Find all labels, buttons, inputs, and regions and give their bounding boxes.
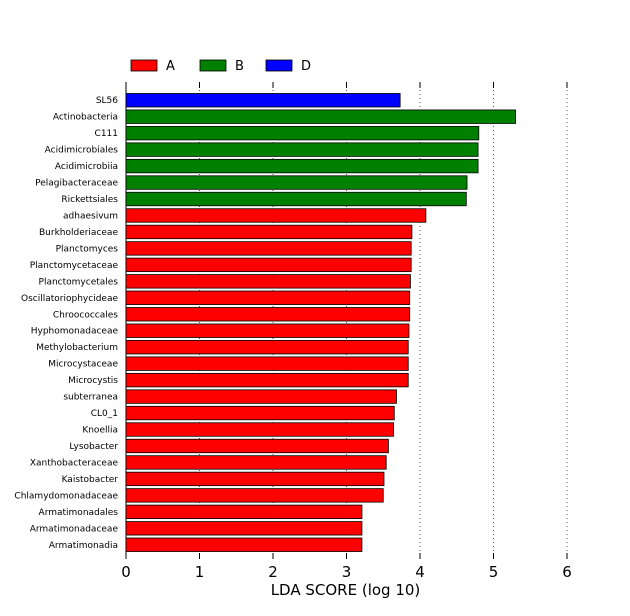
- bar-Chroococcales: [125, 307, 411, 322]
- category-label: Chroococcales: [53, 310, 118, 320]
- bar-Planctomyces: [125, 241, 412, 256]
- category-label: Oscillatoriophycideae: [21, 294, 118, 304]
- category-label: adhaesivum: [63, 211, 118, 221]
- bar-Oscillatoriophycideae: [125, 290, 411, 305]
- category-label: Armatimonadaceae: [30, 524, 119, 534]
- category-label: Knoellia: [82, 426, 118, 436]
- category-label: Microcystaceae: [48, 360, 118, 370]
- x-tick-label: 2: [268, 563, 278, 581]
- category-label: Planctomycetales: [39, 277, 119, 287]
- bar-CL0_1: [125, 405, 395, 421]
- bar-Planctomycetales: [125, 274, 411, 289]
- bar-Methylobacterium: [125, 340, 409, 355]
- category-label: Acidimicrobiia: [55, 162, 118, 172]
- category-label: Kaistobacter: [62, 475, 119, 485]
- category-label: Xanthobacteraceae: [30, 458, 119, 468]
- category-label: Burkholderiaceae: [39, 228, 118, 238]
- bar-Planctomycetaceae: [125, 257, 412, 273]
- bar-Armatimonadales: [125, 504, 363, 519]
- bar-Armatimonadaceae: [125, 521, 363, 536]
- legend-swatch-D: [265, 59, 293, 72]
- category-label: Planctomyces: [56, 244, 119, 254]
- legend-swatch-A: [130, 59, 158, 72]
- legend-label-B: B: [235, 59, 244, 74]
- bar-SL56: [125, 93, 401, 108]
- x-axis-title: LDA SCORE (log 10): [271, 581, 421, 599]
- bar-Acidimicrobiales: [125, 142, 479, 157]
- x-tick-label: 3: [342, 563, 352, 581]
- x-tick-label: 5: [489, 563, 499, 581]
- bar-Actinobacteria: [125, 109, 516, 124]
- legend-label-A: A: [166, 59, 175, 74]
- x-tick-label: 1: [195, 563, 205, 581]
- category-label: Planctomycetaceae: [30, 261, 119, 271]
- category-label: Armatimonadia: [49, 541, 118, 551]
- category-label: Acidimicrobiales: [45, 146, 119, 156]
- bar-subterranea: [125, 389, 397, 404]
- x-tick-label: 0: [121, 563, 131, 581]
- legend-swatch-B: [199, 59, 227, 72]
- legend-label-D: D: [301, 59, 311, 74]
- category-label: Microcystis: [68, 376, 118, 386]
- x-tick-label: 4: [415, 563, 425, 581]
- category-label: Rickettsiales: [61, 195, 118, 205]
- category-label: Actinobacteria: [53, 113, 118, 123]
- x-tick-label: 6: [562, 563, 572, 581]
- bar-Lysobacter: [125, 438, 389, 454]
- category-label: Methylobacterium: [36, 343, 118, 353]
- category-label: Hyphomonadaceae: [31, 327, 119, 337]
- bar-Pelagibacteraceae: [125, 175, 468, 190]
- category-label: Pelagibacteraceae: [35, 179, 118, 189]
- bar-Hyphomonadaceae: [125, 323, 410, 338]
- bar-Knoellia: [125, 422, 394, 437]
- category-label: Armatimonadales: [39, 508, 119, 518]
- bar-Burkholderiaceae: [125, 224, 413, 240]
- bar-Chlamydomonadaceae: [125, 488, 384, 503]
- category-label: subterranea: [63, 393, 118, 403]
- bar-Kaistobacter: [125, 471, 385, 487]
- category-label: SL56: [96, 96, 118, 106]
- category-label: CL0_1: [91, 409, 118, 419]
- bar-Rickettsiales: [125, 191, 467, 207]
- bar-Xanthobacteraceae: [125, 455, 387, 470]
- bar-C111: [125, 126, 480, 141]
- category-label: Lysobacter: [69, 442, 118, 452]
- bar-Microcystis: [125, 372, 409, 388]
- bar-Microcystaceae: [125, 356, 409, 371]
- category-label: C111: [95, 129, 118, 139]
- category-label: Chlamydomonadaceae: [14, 491, 118, 501]
- bar-Armatimonadia: [125, 537, 363, 552]
- bar-Acidimicrobiia: [125, 158, 479, 174]
- bar-adhaesivum: [125, 208, 427, 223]
